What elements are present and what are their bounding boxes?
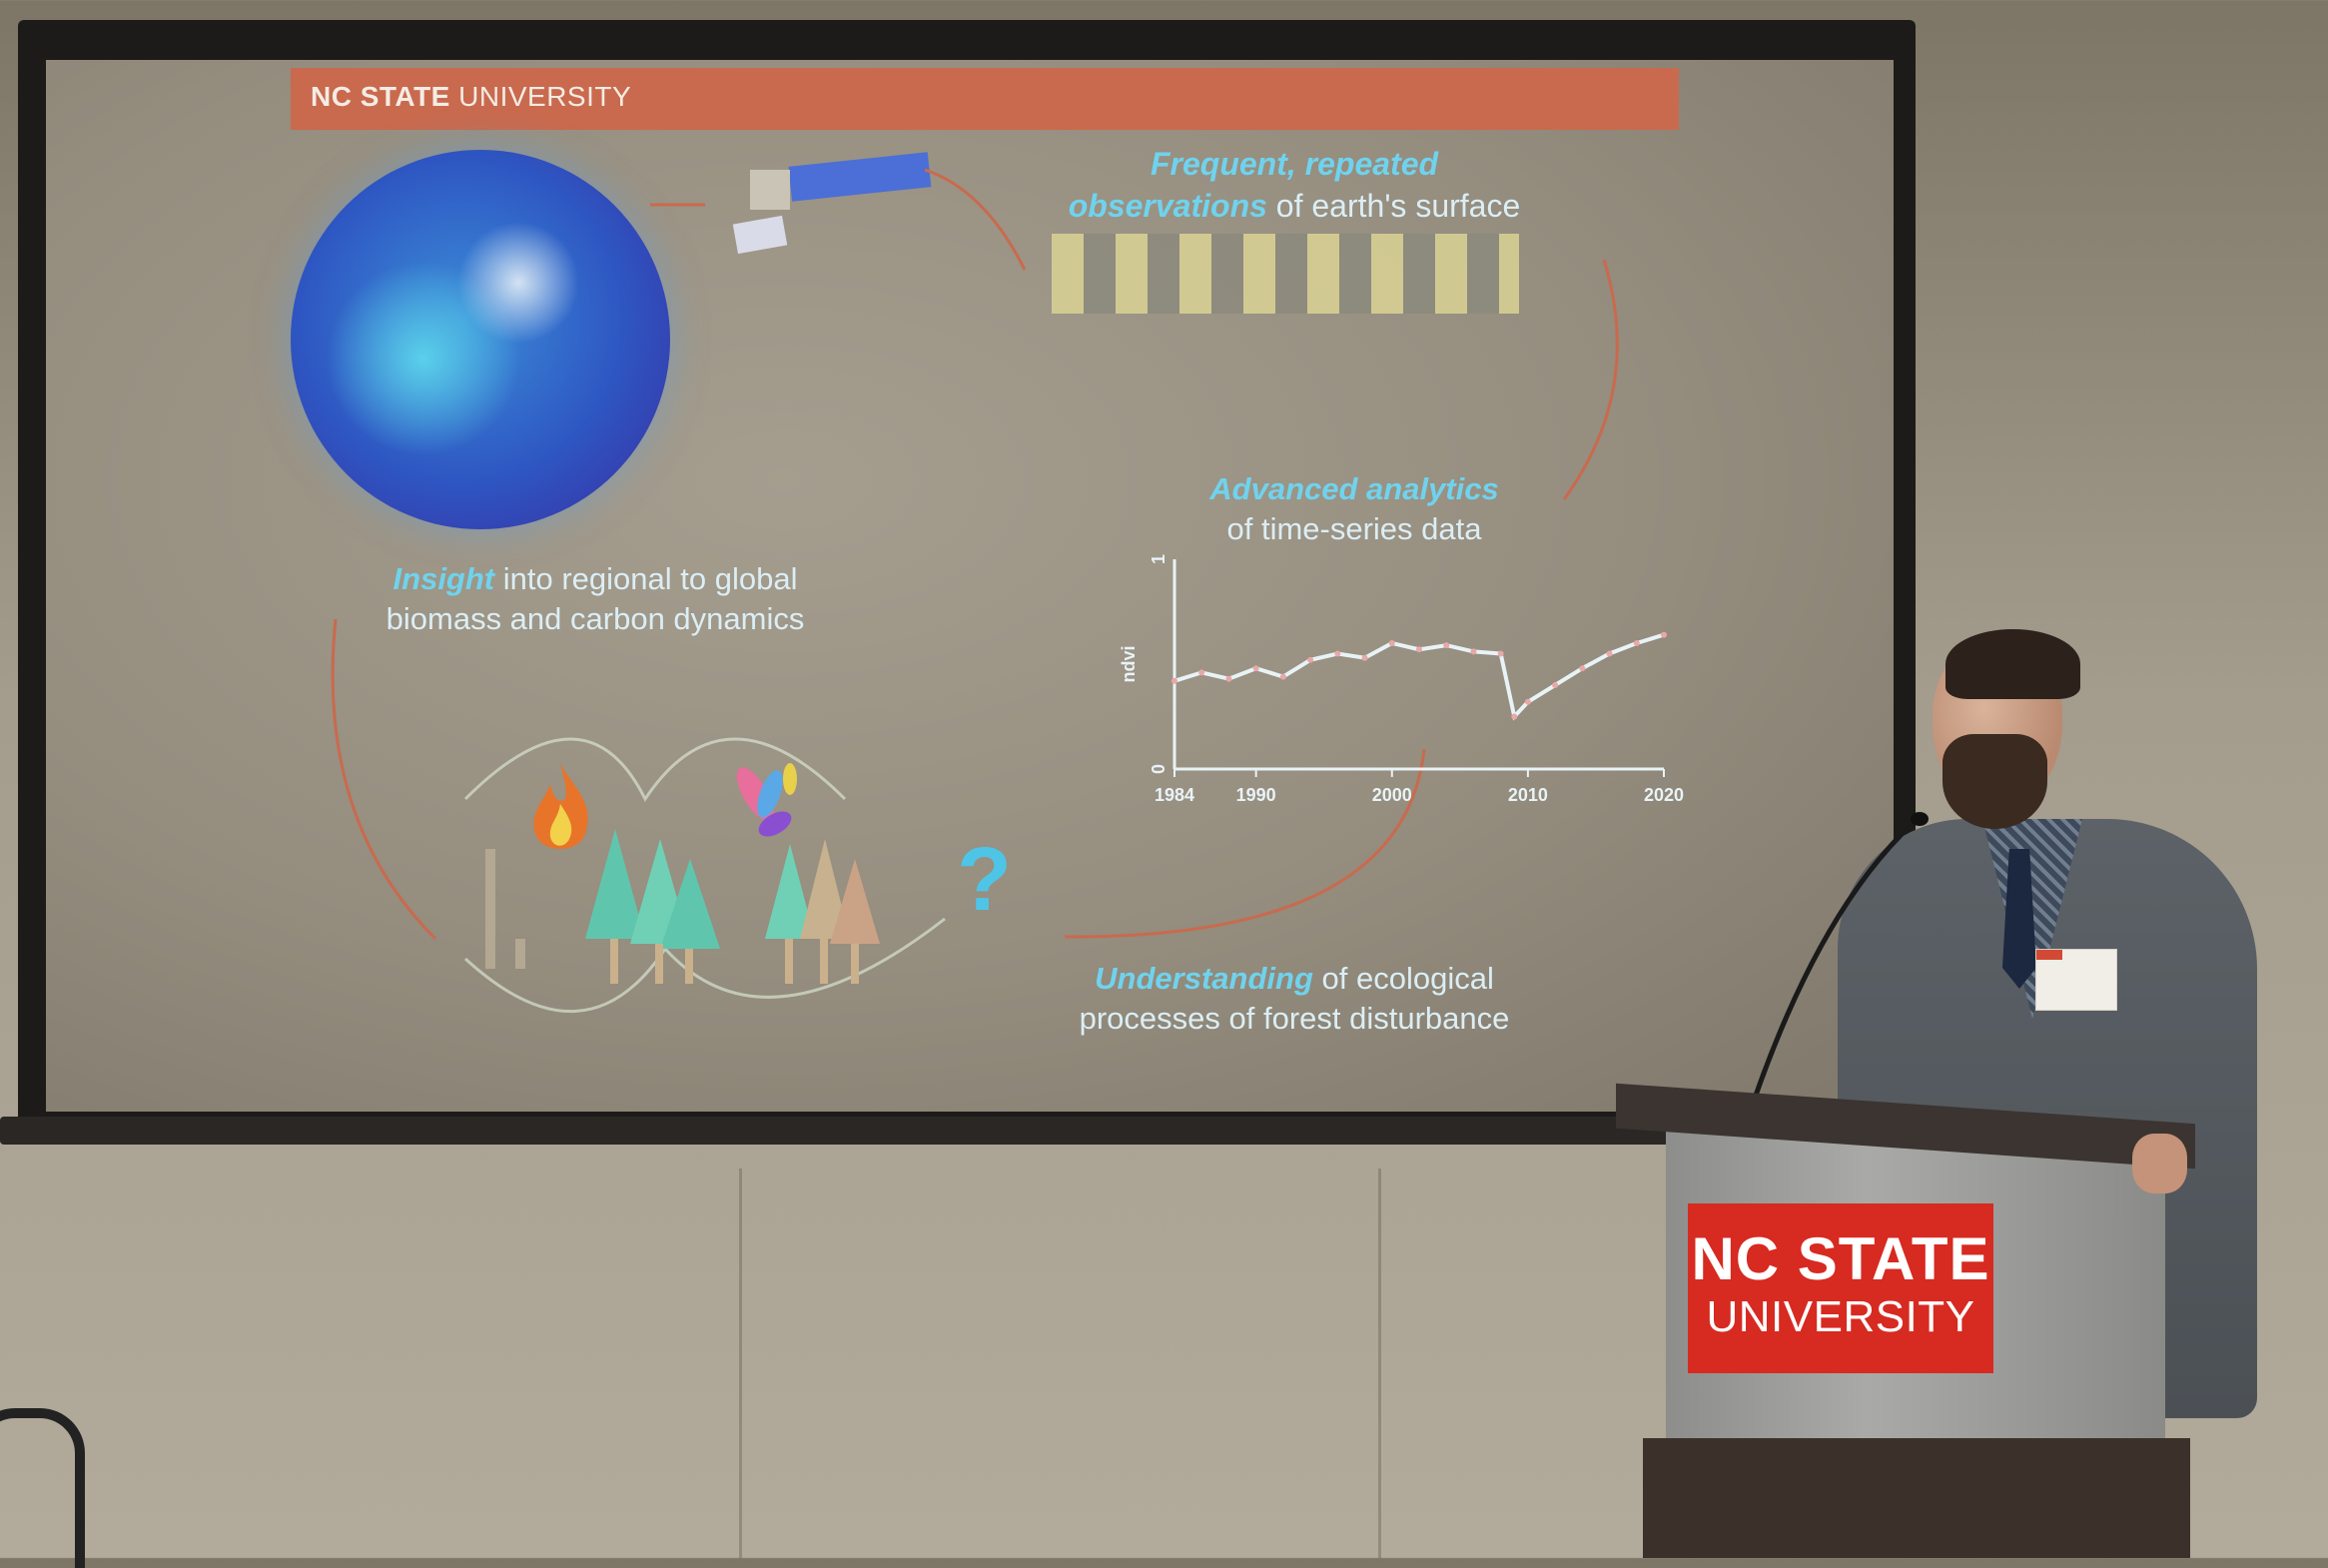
ndvi-point bbox=[1511, 713, 1518, 720]
podium-sign: NC STATE UNIVERSITY bbox=[1688, 1203, 1993, 1373]
ndvi-point bbox=[1443, 642, 1450, 649]
insects-icon bbox=[736, 763, 797, 837]
speaker-hand bbox=[2132, 1134, 2187, 1193]
ndvi-point bbox=[1579, 665, 1586, 672]
ndvi-point bbox=[1470, 648, 1477, 655]
speaker-tie bbox=[2002, 849, 2036, 989]
speaker-hair bbox=[1945, 629, 2080, 699]
x-tick-label: 1984 bbox=[1155, 785, 1194, 805]
fire-icon bbox=[533, 764, 588, 849]
analytics-rest: of time-series data bbox=[1226, 511, 1482, 547]
x-tick-label: 2010 bbox=[1508, 785, 1548, 805]
ndvi-point bbox=[1307, 656, 1314, 663]
understanding-line2: processes of forest disturbance bbox=[1079, 1001, 1510, 1037]
ndvi-point bbox=[1524, 698, 1531, 705]
y-tick-label: 1 bbox=[1149, 554, 1168, 564]
analytics-emphasis: Advanced analytics bbox=[1209, 471, 1499, 506]
ndvi-point bbox=[1416, 646, 1422, 653]
observations-emphasis: Frequent, repeated bbox=[1150, 146, 1439, 182]
question-mark: ? bbox=[957, 830, 1012, 930]
insight-caption: Insight into regional to global biomass … bbox=[336, 559, 855, 640]
railing bbox=[0, 1408, 85, 1568]
observations-rest: of earth's surface bbox=[1266, 187, 1521, 224]
trees-icon bbox=[585, 829, 720, 984]
earth-globe-image bbox=[291, 150, 670, 529]
ndvi-point bbox=[1633, 640, 1640, 646]
cycle-arrows bbox=[331, 168, 1619, 1014]
name-tag bbox=[2035, 949, 2117, 1011]
podium-sign-line1: NC STATE bbox=[1691, 1225, 1990, 1292]
slide-header-bar: NC STATE UNIVERSITY bbox=[291, 68, 1679, 130]
y-tick-label: 0 bbox=[1149, 764, 1168, 774]
stump-icon bbox=[485, 849, 525, 969]
understanding-rest: of ecological bbox=[1312, 961, 1494, 996]
ndvi-trend-line bbox=[1173, 632, 1665, 721]
understanding-caption: Understanding of ecological processes of… bbox=[1035, 959, 1554, 1040]
ndvi-chart: 1984 1990 2000 2010 2020 0 1 ndvi bbox=[1119, 554, 1684, 805]
ndvi-point bbox=[1606, 650, 1613, 657]
slide-header-title: NC STATE UNIVERSITY bbox=[311, 81, 631, 113]
microphone bbox=[1745, 812, 1929, 1120]
wall-seam bbox=[739, 1169, 742, 1558]
ndvi-point bbox=[1279, 673, 1286, 680]
ndvi-point bbox=[1497, 650, 1504, 657]
analytics-caption: Advanced analytics of time-series data bbox=[1145, 469, 1564, 550]
podium-base bbox=[1643, 1438, 2190, 1558]
y-axis-label: ndvi bbox=[1119, 645, 1139, 682]
screen-bottom-bar bbox=[0, 1117, 1928, 1145]
header-light: UNIVERSITY bbox=[449, 81, 632, 112]
ndvi-point bbox=[1198, 669, 1205, 676]
satellite-image-strip bbox=[1052, 234, 1519, 314]
wall-seam bbox=[1378, 1169, 1381, 1558]
podium-sign-line2: UNIVERSITY bbox=[1706, 1292, 1975, 1341]
x-tick-label: 2020 bbox=[1644, 785, 1684, 805]
name-tag-logo bbox=[2036, 950, 2062, 960]
ndvi-point bbox=[1334, 650, 1341, 657]
ndvi-point bbox=[1361, 654, 1368, 661]
observations-caption: Frequent, repeated observations of earth… bbox=[1035, 144, 1554, 227]
insight-line2: biomass and carbon dynamics bbox=[386, 601, 805, 637]
understanding-emphasis: Understanding bbox=[1095, 961, 1313, 996]
ndvi-point bbox=[1388, 640, 1395, 646]
x-tick-label: 2000 bbox=[1372, 785, 1412, 805]
damaged-trees-icon bbox=[765, 839, 880, 984]
presentation-slide: NC STATE UNIVERSITY Frequent, repeated o… bbox=[46, 60, 1894, 1112]
speaker-beard bbox=[1942, 734, 2047, 829]
ndvi-point bbox=[1225, 675, 1232, 682]
ndvi-point bbox=[1252, 665, 1259, 672]
ndvi-point bbox=[1171, 677, 1177, 684]
ndvi-point bbox=[1552, 682, 1559, 688]
insight-emphasis: Insight bbox=[392, 561, 495, 596]
x-tick-label: 1990 bbox=[1236, 785, 1276, 805]
observations-emphasis-2: observations bbox=[1068, 187, 1267, 224]
insight-rest: into regional to global bbox=[494, 561, 798, 596]
satellite-icon bbox=[732, 152, 932, 255]
ndvi-point bbox=[1661, 631, 1667, 638]
header-bold: NC STATE bbox=[311, 81, 450, 112]
